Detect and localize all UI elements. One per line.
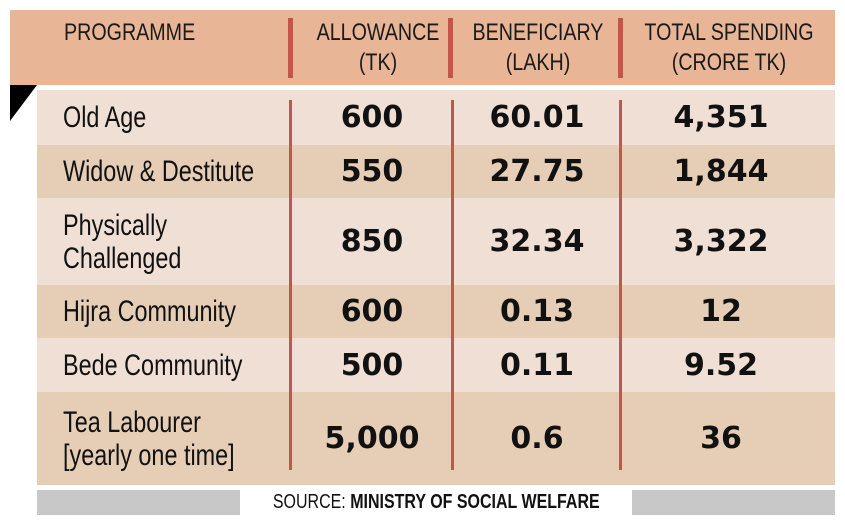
source-label: SOURCE: [272,491,350,513]
header-divider [618,18,623,78]
programme-cell: Widow & Destitute [63,155,255,188]
allowance-cell: 850 [340,224,404,259]
source-value: MINISTRY OF SOCIAL WELFARE [349,491,600,513]
corner-triangle-decoration [10,85,37,121]
source-note: SOURCE: MINISTRY OF SOCIAL WELFARE [240,490,632,515]
beneficiary-cell: 32.34 [489,224,585,259]
total-spending-cell: 3,322 [673,224,769,259]
table-row: Widow & Destitute 550 27.75 1,844 [37,145,835,198]
header-allowance-line1: ALLOWANCE [316,19,440,46]
header-beneficiary-line2: (LAKH) [505,49,571,76]
total-spending-cell: 1,844 [673,154,769,189]
programme-cell: Physically Challenged [63,208,182,275]
header-allowance-line2: (TK) [358,49,398,76]
header-programme-label: PROGRAMME [64,19,196,46]
table-header: PROGRAMME ALLOWANCE (TK) BENEFICIARY (LA… [10,10,835,85]
header-beneficiary: BENEFICIARY (LAKH) [471,18,605,93]
header-total-spending: TOTAL SPENDING (CRORE TK) [643,18,815,93]
beneficiary-cell: 27.75 [489,154,585,189]
total-spending-cell: 4,351 [673,100,769,135]
table-row: Physically Challenged 850 32.34 3,322 [37,198,835,285]
programme-cell: Tea Labourer [yearly one time] [63,405,235,472]
programme-cell: Hijra Community [63,295,236,328]
header-beneficiary-line1: BENEFICIARY [472,19,604,46]
allowance-cell: 600 [340,294,404,329]
header-divider [288,18,293,78]
table-row: Old Age 600 60.01 4,351 [37,90,835,145]
allowance-cell: 550 [340,154,404,189]
allowance-cell: 5,000 [324,421,420,456]
header-programme: PROGRAMME [64,18,195,93]
header-total-spending-line2: (CRORE TK) [671,49,787,76]
header-divider [448,18,453,78]
column-divider [619,100,622,470]
table-row: Bede Community 500 0.11 9.52 [37,338,835,392]
header-allowance: ALLOWANCE (TK) [311,18,445,93]
allowance-cell: 600 [340,100,404,135]
footer-bar-right [632,490,835,515]
total-spending-cell: 12 [700,294,742,329]
beneficiary-cell: 0.11 [499,347,575,383]
beneficiary-cell: 60.01 [489,100,585,135]
programme-cell: Bede Community [63,348,243,382]
footer-bar-left [37,490,240,515]
beneficiary-cell: 0.6 [510,421,564,456]
table-body: Old Age 600 60.01 4,351 Widow & Destitut… [37,90,835,485]
beneficiary-cell: 0.13 [499,294,575,329]
column-divider [289,100,292,470]
table-row: Tea Labourer [yearly one time] 5,000 0.6… [37,392,835,485]
programme-cell: Old Age [63,101,147,134]
allowance-cell: 500 [340,347,404,383]
total-spending-cell: 36 [700,421,742,456]
total-spending-cell: 9.52 [683,347,759,383]
column-divider [451,100,454,470]
header-total-spending-line1: TOTAL SPENDING [644,19,814,46]
table-row: Hijra Community 600 0.13 12 [37,285,835,338]
